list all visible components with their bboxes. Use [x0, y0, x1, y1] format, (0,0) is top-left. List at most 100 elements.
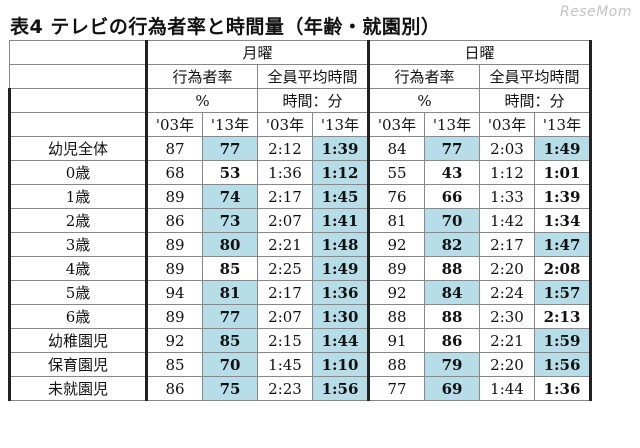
sunday-rate-header: 行為者率 [368, 64, 480, 89]
cell: 2:03 [479, 136, 535, 161]
cell: 2:08 [534, 256, 592, 281]
sunday-header: 日曜 [368, 40, 592, 65]
cell: 53 [202, 160, 258, 185]
cell: 1:39 [534, 184, 592, 209]
table-row: 1歳 89 74 2:17 1:45 76 66 1:33 1:39 [8, 184, 592, 209]
cell: 86 [145, 208, 203, 233]
cell: 74 [202, 184, 258, 209]
cell: 2:30 [479, 304, 535, 329]
cell: 85 [202, 328, 258, 353]
table-row: 未就園児 86 75 2:23 1:56 77 69 1:44 1:36 [8, 376, 592, 401]
cell: 87 [145, 136, 203, 161]
cell: 1:12 [312, 160, 370, 185]
sunday-time-unit: 時間：分 [479, 88, 592, 113]
cell: 1:48 [312, 232, 370, 257]
cell: 1:57 [534, 280, 592, 305]
cell: 1:45 [257, 352, 313, 377]
row-label: 0歳 [8, 160, 147, 185]
cell: 86 [424, 328, 480, 353]
cell: 1:39 [312, 136, 370, 161]
cell: 1:12 [479, 160, 535, 185]
cell: 84 [424, 280, 480, 305]
cell: 55 [368, 160, 425, 185]
header-row-metric: 行為者率 全員平均時間 行為者率 全員平均時間 [9, 64, 592, 89]
cell: 94 [145, 280, 203, 305]
cell: 1:47 [534, 232, 592, 257]
year-label: '03年 [368, 112, 425, 137]
weekday-time-unit: 時間：分 [257, 88, 370, 113]
tv-usage-table: 月曜 日曜 行為者率 全員平均時間 行為者率 全員平均時間 % 時間：分 % 時… [8, 40, 592, 401]
cell: 1:45 [312, 184, 370, 209]
cell: 70 [202, 352, 258, 377]
row-label: 1歳 [8, 184, 147, 209]
cell: 82 [424, 232, 480, 257]
cell: 2:20 [479, 352, 535, 377]
cell: 89 [145, 304, 203, 329]
cell: 84 [368, 136, 425, 161]
cell: 81 [202, 280, 258, 305]
table-row: 3歳 89 80 2:21 1:48 92 82 2:17 1:47 [8, 232, 592, 257]
cell: 2:17 [257, 184, 313, 209]
cell: 1:36 [257, 160, 313, 185]
cell: 1:42 [479, 208, 535, 233]
cell: 1:44 [479, 376, 535, 401]
cell: 85 [202, 256, 258, 281]
cell: 1:34 [534, 208, 592, 233]
cell: 2:20 [479, 256, 535, 281]
table-row: 保育園児 85 70 1:45 1:10 88 79 2:20 1:56 [8, 352, 592, 377]
cell: 77 [202, 136, 258, 161]
row-label: 3歳 [8, 232, 147, 257]
row-label: 未就園児 [8, 376, 147, 401]
cell: 1:41 [312, 208, 370, 233]
cell: 1:56 [312, 376, 370, 401]
cell: 1:33 [479, 184, 535, 209]
cell: 1:59 [534, 328, 592, 353]
cell: 85 [145, 352, 203, 377]
cell: 2:17 [479, 232, 535, 257]
cell: 2:23 [257, 376, 313, 401]
cell: 2:21 [257, 232, 313, 257]
cell: 1:44 [312, 328, 370, 353]
cell: 77 [368, 376, 425, 401]
cell: 1:49 [312, 256, 370, 281]
cell: 1:36 [534, 376, 592, 401]
year-label: '13年 [312, 112, 370, 137]
table-row: 4歳 89 85 2:25 1:49 89 88 2:20 2:08 [8, 256, 592, 281]
row-label: 保育園児 [8, 352, 147, 377]
cell: 77 [202, 304, 258, 329]
cell: 1:56 [534, 352, 592, 377]
cell: 89 [145, 256, 203, 281]
cell: 92 [145, 328, 203, 353]
year-label: '03年 [479, 112, 535, 137]
table-row: 2歳 86 73 2:07 1:41 81 70 1:42 1:34 [8, 208, 592, 233]
cell: 75 [202, 376, 258, 401]
cell: 88 [368, 304, 425, 329]
sunday-rate-unit: % [368, 88, 480, 113]
cell: 2:24 [479, 280, 535, 305]
year-label: '03年 [145, 112, 203, 137]
cell: 92 [368, 232, 425, 257]
cell: 88 [424, 256, 480, 281]
cell: 2:13 [534, 304, 592, 329]
cell: 68 [145, 160, 203, 185]
cell: 70 [424, 208, 480, 233]
cell: 89 [145, 184, 203, 209]
cell: 66 [424, 184, 480, 209]
cell: 69 [424, 376, 480, 401]
row-label: 5歳 [8, 280, 147, 305]
cell: 77 [424, 136, 480, 161]
table-row: 6歳 89 77 2:07 1:30 88 88 2:30 2:13 [8, 304, 592, 329]
row-label: 4歳 [8, 256, 147, 281]
year-label: '13年 [202, 112, 258, 137]
cell: 1:36 [312, 280, 370, 305]
row-label: 幼稚園児 [8, 328, 147, 353]
cell: 2:25 [257, 256, 313, 281]
cell: 91 [368, 328, 425, 353]
sunday-time-header: 全員平均時間 [479, 64, 592, 89]
cell: 2:07 [257, 304, 313, 329]
header-row-unit: % 時間：分 % 時間：分 [8, 88, 592, 113]
table-title: 表4 テレビの行為者率と時間量（年齢・就園別） [10, 16, 441, 38]
cell: 2:15 [257, 328, 313, 353]
year-label: '03年 [257, 112, 313, 137]
cell: 1:01 [534, 160, 592, 185]
